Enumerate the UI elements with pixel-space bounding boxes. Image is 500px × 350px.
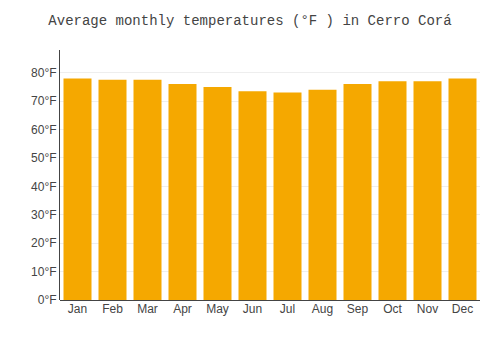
svg-text:Mar: Mar [137,302,158,316]
svg-text:May: May [206,302,229,316]
svg-text:20°F: 20°F [31,236,56,250]
svg-text:Average monthly temperatures (: Average monthly temperatures (°F ) in Ce… [48,13,451,29]
svg-text:Jul: Jul [280,302,295,316]
svg-text:40°F: 40°F [31,180,56,194]
svg-text:Oct: Oct [383,302,402,316]
svg-text:Feb: Feb [102,302,123,316]
svg-text:70°F: 70°F [31,94,56,108]
svg-text:Aug: Aug [312,302,333,316]
svg-text:60°F: 60°F [31,123,56,137]
svg-text:0°F: 0°F [38,293,57,307]
svg-text:Nov: Nov [417,302,438,316]
svg-text:50°F: 50°F [31,151,56,165]
svg-text:Apr: Apr [173,302,192,316]
svg-text:Sep: Sep [347,302,369,316]
svg-text:Dec: Dec [452,302,473,316]
svg-text:10°F: 10°F [31,265,56,279]
svg-text:30°F: 30°F [31,208,56,222]
svg-text:Jun: Jun [243,302,262,316]
svg-text:80°F: 80°F [31,66,56,80]
svg-text:Jan: Jan [68,302,87,316]
